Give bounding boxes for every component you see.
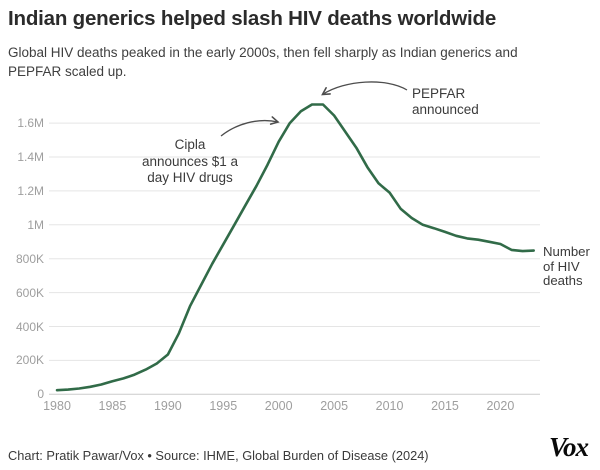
pepfar-annotation-arrow: [321, 81, 408, 96]
annotation-cipla: Cipla announces $1 a day HIV drugs: [120, 137, 260, 187]
vox-logo: Vox: [548, 432, 589, 462]
series-label: Number of HIV deaths: [543, 244, 598, 289]
y-axis-tick-label: 1.2M: [17, 183, 44, 198]
x-axis-tick-label: 1995: [209, 399, 238, 413]
x-axis-tick-label: 1990: [153, 399, 182, 413]
y-axis-tick-label: 0: [37, 387, 44, 402]
x-axis-tick-label: 2020: [486, 399, 515, 413]
x-axis-tick-label: 2010: [375, 399, 404, 413]
y-axis-tick-label: 600K: [15, 285, 44, 300]
y-axis-tick-label: 1M: [27, 217, 44, 232]
x-axis-tick-label: 2005: [320, 399, 349, 413]
annotation-pepfar: PEPFAR announced: [412, 86, 512, 117]
annotation-cipla-line: day HIV drugs: [147, 170, 233, 185]
y-axis-tick-label: 800K: [15, 251, 44, 266]
x-axis-tick-label: 2015: [431, 399, 459, 413]
series-label-line: Number: [543, 244, 590, 259]
cipla-annotation-arrow: [220, 116, 280, 137]
x-axis-tick-label: 1980: [43, 399, 71, 413]
chart-subtitle: Global HIV deaths peaked in the early 20…: [8, 45, 518, 79]
annotation-cipla-line: Cipla: [174, 137, 206, 152]
y-axis-tick-label: 1.6M: [17, 116, 44, 131]
hiv-deaths-line: [55, 103, 535, 392]
y-axis-tick-label: 400K: [15, 319, 44, 334]
series-label-line: of HIV: [543, 258, 580, 274]
series-label-line: deaths: [543, 273, 583, 288]
y-axis-tick-label: 200K: [15, 353, 44, 368]
annotation-pepfar-line: PEPFAR: [412, 86, 466, 101]
annotation-pepfar-line: announced: [412, 101, 479, 117]
y-axis-tick-label: 1.4M: [17, 150, 44, 164]
x-axis-tick-label: 1985: [98, 399, 127, 413]
chart-credit: Chart: Pratik Pawar/Vox • Source: IHME, …: [8, 448, 429, 463]
annotation-cipla-line: announces $1 a: [141, 153, 239, 169]
x-axis-tick-label: 2000: [264, 399, 293, 413]
page-title: Indian generics helped slash HIV deaths …: [8, 7, 497, 30]
